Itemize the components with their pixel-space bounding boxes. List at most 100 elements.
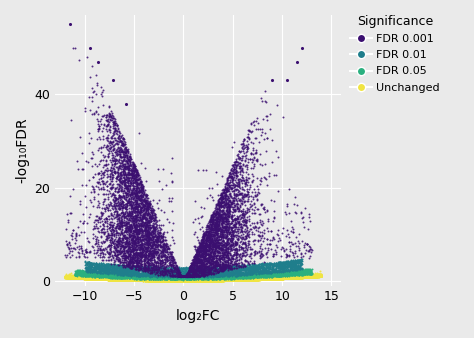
Point: [201, 277, 209, 282]
Point: [158, 271, 166, 277]
Point: [96, 243, 103, 248]
Point: [240, 240, 247, 245]
Point: [98, 265, 105, 271]
Point: [138, 273, 146, 279]
Point: [146, 245, 154, 251]
Point: [287, 275, 294, 280]
Point: [143, 204, 151, 210]
Point: [98, 275, 106, 281]
Point: [86, 276, 94, 281]
Point: [236, 208, 243, 213]
Point: [115, 183, 123, 188]
Point: [149, 276, 157, 281]
Point: [116, 240, 123, 246]
Point: [162, 278, 169, 283]
Point: [132, 195, 139, 200]
Point: [67, 275, 75, 280]
Point: [217, 277, 225, 283]
Point: [149, 277, 157, 283]
Point: [245, 245, 252, 250]
Point: [210, 278, 217, 283]
Point: [157, 278, 164, 283]
Point: [294, 260, 301, 266]
Point: [98, 276, 106, 281]
Point: [123, 277, 131, 283]
Point: [241, 228, 248, 234]
Point: [185, 268, 192, 274]
Point: [102, 276, 110, 282]
Point: [252, 277, 260, 282]
Point: [77, 268, 84, 273]
Point: [165, 277, 173, 283]
Point: [189, 259, 197, 264]
Point: [82, 275, 90, 281]
Point: [108, 219, 116, 224]
Point: [137, 236, 144, 241]
Point: [158, 278, 165, 283]
Point: [121, 275, 129, 280]
Point: [194, 259, 201, 264]
Point: [215, 273, 222, 279]
Point: [213, 241, 221, 247]
Point: [133, 277, 141, 283]
Point: [132, 248, 140, 253]
Point: [297, 274, 305, 280]
Point: [178, 272, 186, 278]
Point: [115, 216, 122, 221]
Point: [214, 210, 221, 215]
Point: [194, 271, 201, 276]
Point: [206, 276, 214, 281]
Point: [136, 275, 143, 281]
Point: [141, 222, 148, 227]
Point: [149, 272, 156, 278]
Point: [118, 276, 126, 282]
Point: [65, 275, 73, 281]
Point: [283, 275, 291, 281]
Point: [114, 170, 121, 175]
Point: [219, 263, 227, 269]
Point: [225, 201, 233, 207]
Point: [194, 265, 201, 270]
Point: [243, 146, 250, 151]
Point: [220, 277, 228, 283]
Point: [151, 266, 159, 272]
Point: [203, 246, 211, 251]
Point: [232, 262, 240, 267]
Point: [244, 240, 251, 245]
Point: [73, 275, 81, 281]
Point: [291, 262, 298, 268]
Point: [115, 214, 122, 220]
Point: [162, 278, 169, 283]
Point: [73, 271, 81, 277]
Point: [189, 278, 197, 284]
Point: [91, 272, 99, 278]
Point: [68, 248, 75, 254]
Point: [100, 275, 108, 280]
Point: [304, 274, 312, 280]
Point: [271, 262, 279, 267]
Point: [229, 277, 237, 283]
Point: [127, 238, 135, 243]
Point: [126, 277, 134, 283]
Point: [245, 189, 252, 194]
Point: [75, 274, 83, 280]
Point: [306, 267, 314, 272]
Point: [179, 278, 187, 283]
Point: [202, 265, 210, 270]
Point: [213, 248, 220, 253]
Point: [126, 271, 134, 276]
Point: [259, 271, 266, 276]
Point: [233, 277, 240, 282]
Point: [210, 276, 218, 282]
Point: [112, 138, 119, 143]
Point: [120, 156, 128, 162]
Point: [264, 276, 271, 281]
Point: [118, 154, 125, 160]
Point: [114, 277, 121, 282]
Point: [130, 266, 138, 272]
Point: [70, 274, 78, 280]
Point: [204, 270, 212, 275]
Point: [208, 217, 215, 222]
Point: [146, 268, 154, 273]
Point: [146, 277, 154, 282]
